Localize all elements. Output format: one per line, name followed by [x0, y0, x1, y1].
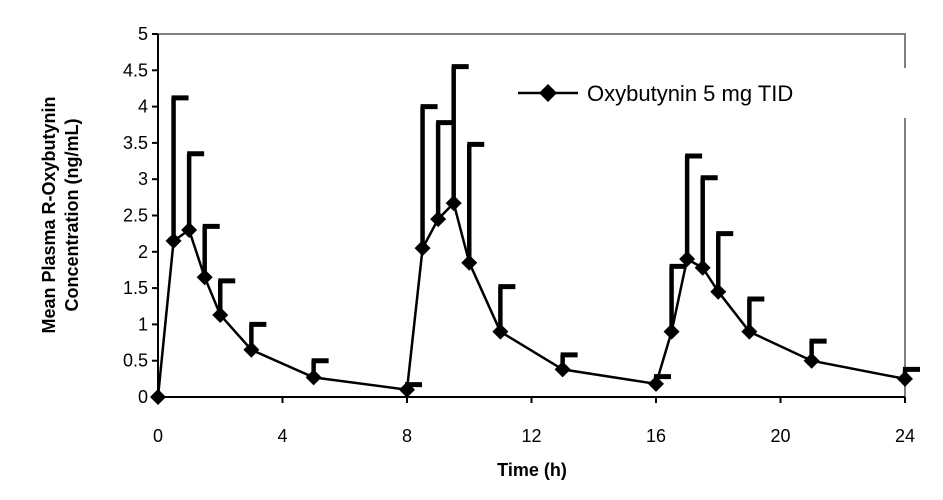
data-point [305, 369, 322, 386]
x-tick-label: 0 [153, 426, 163, 446]
data-point [399, 381, 415, 398]
legend-label: Oxybutynin 5 mg TID [587, 81, 793, 106]
x-tick-label: 8 [402, 426, 412, 446]
data-point [165, 232, 182, 249]
data-point [212, 306, 229, 323]
y-tick-label: 2 [138, 242, 148, 262]
data-point [679, 251, 696, 268]
data-point [243, 341, 260, 358]
y-tick-label: 4 [138, 97, 148, 117]
data-point [445, 195, 462, 212]
data-point [741, 323, 758, 340]
x-axis-title: Time (h) [497, 460, 567, 480]
data-point [461, 254, 478, 271]
y-tick-label: 1 [138, 314, 148, 334]
data-point [694, 259, 711, 276]
x-tick-label: 4 [277, 426, 287, 446]
data-point [196, 269, 213, 286]
data-point [710, 283, 727, 300]
data-point [414, 240, 431, 257]
data-point [150, 389, 166, 405]
series-line [156, 200, 906, 398]
x-tick-label: 12 [521, 426, 541, 446]
data-point [663, 323, 680, 340]
data-point [492, 323, 509, 340]
y-tick-label: 1.5 [123, 278, 148, 298]
x-tick-label: 20 [770, 426, 790, 446]
data-point [554, 361, 571, 378]
y-tick-label: 5 [138, 24, 148, 44]
x-tick-label: 24 [895, 426, 915, 446]
data-point [803, 352, 820, 369]
y-axis-title-line-2: Concentration (ng/mL) [62, 119, 82, 312]
data-point [648, 375, 664, 392]
y-axis-title-line-1: Mean Plasma R-Oxybutynin [39, 96, 59, 333]
series-group [150, 195, 913, 405]
y-tick-label: 2.5 [123, 206, 148, 226]
y-tick-label: 0.5 [123, 351, 148, 371]
axes: 0 0.5 1 1.5 2 2.5 3 3.5 4 4.5 5 0 4 8 12 16 20 24 [123, 24, 915, 446]
data-point [897, 370, 913, 387]
y-tick-label: 4.5 [123, 60, 148, 80]
x-tick-label: 16 [646, 426, 666, 446]
data-point [430, 211, 447, 228]
data-point [181, 222, 198, 239]
y-tick-label: 3.5 [123, 133, 148, 153]
legend: Oxybutynin 5 mg TID [507, 68, 907, 118]
error-bars [171, 64, 920, 390]
legend-marker [539, 84, 557, 102]
y-tick-label: 0 [138, 387, 148, 407]
y-tick-label: 3 [138, 169, 148, 189]
